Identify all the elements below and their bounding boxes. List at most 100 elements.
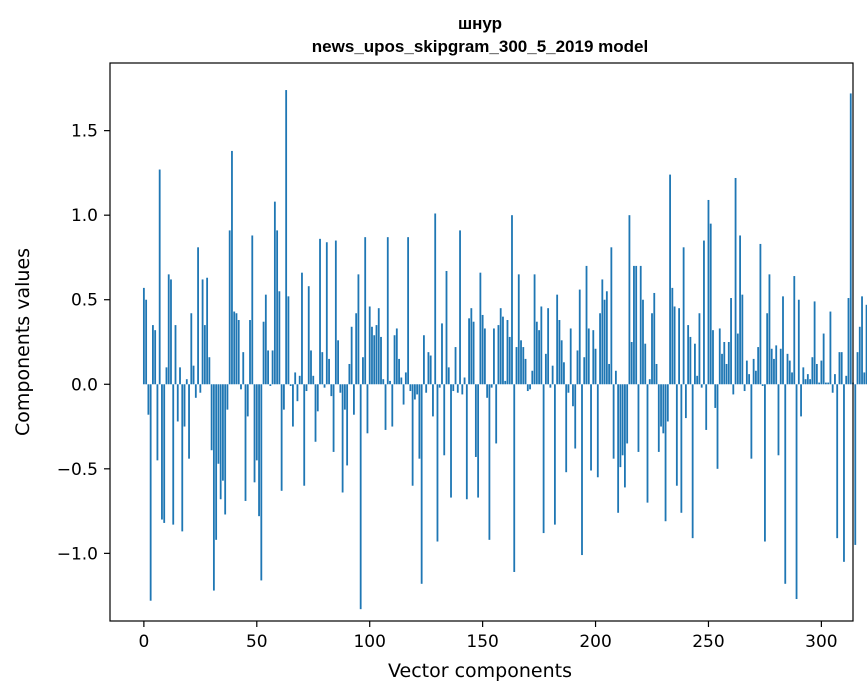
bar-component-72 — [305, 384, 308, 392]
bar-component-305 — [831, 384, 834, 393]
bar-component-301 — [822, 333, 825, 385]
bar-component-155 — [493, 328, 495, 385]
bar-component-164 — [513, 384, 516, 572]
bar-component-267 — [745, 360, 748, 385]
bar-component-65 — [289, 384, 292, 386]
bar-component-73 — [307, 286, 310, 385]
bar-component-306 — [834, 374, 836, 385]
bar-component-137 — [452, 384, 455, 392]
bar-component-124 — [423, 335, 425, 385]
bar-component-219 — [637, 384, 640, 452]
bar-component-46 — [246, 384, 249, 417]
bar-component-256 — [721, 353, 723, 385]
bar-component-286 — [788, 360, 791, 385]
bar-component-146 — [472, 321, 475, 385]
bar-component-210 — [617, 384, 620, 513]
bar-component-102 — [373, 335, 376, 385]
bar-component-176 — [540, 306, 543, 385]
bar-component-291 — [800, 384, 802, 417]
bar-component-99 — [366, 384, 369, 434]
bar-component-186 — [563, 362, 565, 385]
bar-component-98 — [364, 237, 367, 385]
bar-component-202 — [599, 313, 601, 385]
y-tick-label-1: −0.5 — [57, 460, 98, 480]
bar-component-317 — [858, 326, 861, 385]
bar-component-275 — [764, 384, 766, 542]
x-tick-label-50: 50 — [246, 632, 268, 652]
bar-component-251 — [709, 223, 712, 385]
bar-component-174 — [535, 321, 538, 385]
bar-component-128 — [432, 384, 434, 417]
bar-component-280 — [775, 345, 778, 385]
bar-component-240 — [684, 384, 687, 419]
bar-component-218 — [635, 265, 638, 385]
bar-component-283 — [782, 296, 784, 385]
bar-component-303 — [827, 382, 830, 385]
bar-component-62 — [282, 384, 285, 410]
bar-component-81 — [325, 242, 328, 385]
bar-component-296 — [811, 357, 814, 385]
bar-component-96 — [359, 384, 362, 610]
bar-component-257 — [723, 342, 726, 385]
bar-component-38 — [228, 230, 231, 385]
bar-component-2 — [147, 384, 150, 415]
y-tick-label-4: 1.0 — [71, 206, 98, 226]
bar-component-237 — [678, 308, 681, 385]
bar-component-166 — [517, 274, 520, 385]
bar-component-187 — [565, 384, 568, 473]
bar-component-169 — [524, 358, 527, 385]
bar-component-112 — [395, 328, 398, 385]
bar-component-30 — [210, 384, 213, 451]
bar-component-75 — [312, 375, 315, 385]
bar-component-29 — [208, 357, 211, 385]
bar-component-104 — [377, 308, 380, 385]
bar-component-18 — [183, 384, 186, 427]
bar-component-250 — [707, 199, 710, 385]
bar-component-258 — [725, 363, 728, 385]
bar-component-56 — [269, 384, 272, 386]
bar-component-101 — [371, 326, 373, 385]
bar-component-156 — [495, 384, 498, 444]
bar-component-300 — [820, 360, 823, 385]
bar-component-288 — [793, 276, 796, 385]
bar-component-51 — [258, 384, 260, 517]
bar-component-7 — [158, 169, 161, 385]
bar-component-307 — [836, 384, 839, 539]
bar-component-106 — [382, 379, 385, 385]
bar-component-36 — [224, 384, 227, 515]
bar-component-144 — [468, 318, 470, 385]
bar-component-87 — [339, 384, 342, 393]
x-tick-label-200: 200 — [579, 632, 611, 652]
bar-component-88 — [341, 384, 344, 493]
bar-component-200 — [594, 348, 597, 385]
bar-component-119 — [411, 384, 414, 486]
bar-component-147 — [474, 384, 477, 457]
bar-component-262 — [734, 177, 737, 385]
bar-component-214 — [626, 384, 629, 444]
bar-component-15 — [176, 384, 179, 422]
bar-component-232 — [666, 384, 669, 422]
bar-component-37 — [226, 384, 229, 410]
bar-component-182 — [553, 384, 556, 525]
bar-component-255 — [718, 328, 721, 385]
bar-component-205 — [605, 291, 608, 385]
bar-component-1 — [145, 299, 148, 385]
bar-component-225 — [651, 313, 653, 385]
bar-component-74 — [310, 350, 312, 385]
bar-component-159 — [502, 316, 504, 385]
bar-component-133 — [443, 384, 446, 456]
bar-component-165 — [515, 347, 518, 385]
bar-component-211 — [619, 384, 622, 468]
bar-component-52 — [260, 384, 263, 581]
bar-component-297 — [813, 301, 816, 385]
bar-component-221 — [642, 299, 644, 385]
bar-component-299 — [818, 382, 821, 385]
bar-component-279 — [773, 358, 775, 385]
bar-component-125 — [425, 384, 428, 393]
bar-component-44 — [242, 352, 245, 385]
bar-component-290 — [797, 299, 800, 385]
bar-component-110 — [391, 384, 394, 427]
chart-title-line-2: news_upos_skipgram_300_5_2019 model — [312, 37, 648, 56]
bar-component-45 — [244, 384, 247, 501]
bar-component-208 — [612, 384, 615, 459]
